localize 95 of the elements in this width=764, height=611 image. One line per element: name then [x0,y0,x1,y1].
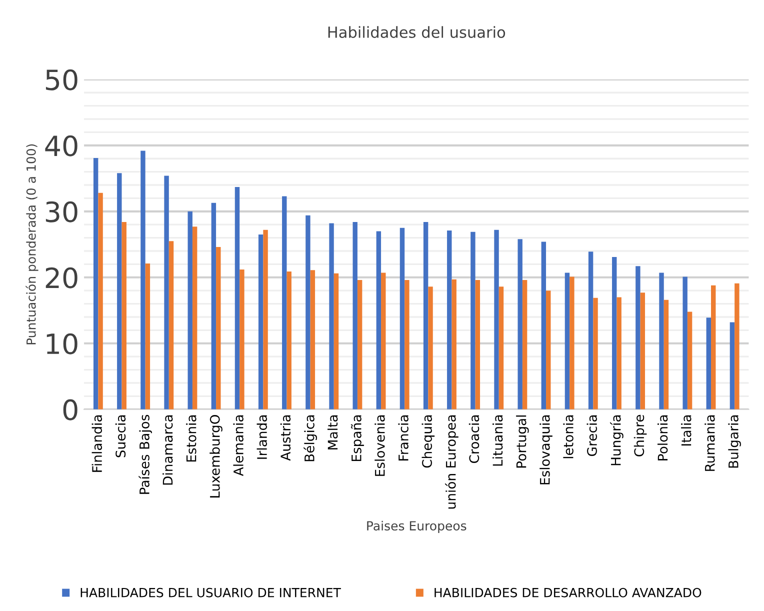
bar [98,192,103,410]
legend-label: HABILIDADES DE DESARROLLO AVANZADO [434,588,702,598]
bar [306,215,310,410]
bar [498,286,504,410]
bar [381,272,386,410]
legend-label: HABILIDADES DEL USUARIO DE INTERNET [80,588,341,598]
bar [93,158,98,410]
bar [404,280,410,410]
bar [428,286,433,410]
x-tick-label: Chequia [422,415,435,468]
bar [258,234,264,410]
y-tick-label: 50 [46,69,78,90]
bar [616,297,622,410]
bar [452,279,456,410]
x-tick-label: Francia [398,415,408,460]
x-tick-label: unión Europea [445,415,458,509]
x-tick-label: Hungría [610,415,624,466]
bar [518,239,522,410]
x-tick-label: letonia [563,415,574,458]
bar [423,222,428,410]
y-tick-label: 40 [45,135,78,156]
x-tick-label: Bélgica [304,415,317,462]
bar [546,290,551,410]
bar [659,272,664,410]
bar [263,230,268,410]
bar [447,230,452,410]
bar [282,196,287,410]
x-tick-label: Austria [280,415,291,461]
bar [188,211,192,410]
bar [734,283,740,410]
y-tick-label: 30 [46,201,78,222]
x-tick-label: Italia [681,415,692,446]
bar [706,318,712,410]
bar [164,176,169,410]
bar [168,241,174,410]
bar [588,252,594,410]
y-axis-title: Puntuación ponderada (0 a 100) [26,144,38,344]
bar [329,223,334,410]
x-tick-label: Lituania [492,415,503,466]
bar [494,230,499,410]
x-tick-label: Países Bajos [138,414,152,494]
x-tick-label: Portugal [516,415,529,468]
bar [211,202,216,410]
bar [240,269,244,410]
bar [117,173,122,410]
x-tick-label: Rumania [704,415,715,471]
x-tick-label: Dinamarca [162,415,173,485]
bar [664,300,669,410]
bar [636,266,640,410]
x-tick-label: Irlanda [256,415,267,459]
bar [711,285,716,410]
bar [593,298,598,410]
bar [376,231,382,410]
x-tick-label: Polonia [657,415,668,460]
bar [310,270,316,410]
x-tick-label: Alemania [233,415,244,476]
x-axis-title: Paises Europeos [367,520,466,533]
x-tick-label: Estonia [186,415,196,462]
bar [522,280,528,410]
bar [682,276,688,410]
x-tick-label: Finlandia [92,415,102,472]
x-tick-label: Bulgaria [728,415,741,468]
bar [140,150,146,410]
bar [216,247,221,410]
bar [687,312,692,410]
bar [122,222,126,410]
bar [334,273,339,410]
bar [357,280,362,410]
bar [145,264,150,410]
bar [541,242,546,410]
bar [470,232,476,410]
y-tick-label: 0 [63,399,78,420]
x-tick-label: Croacia [468,415,480,463]
x-tick-label: Eslovenia [374,415,385,476]
bar [564,272,570,410]
x-tick-label: Malta [328,415,338,450]
bar [234,186,240,410]
bar [352,222,358,410]
bar [612,256,617,410]
x-tick-label: Grecia [586,415,597,456]
x-tick-label: España [350,415,364,462]
chart-title: Habilidades del usuario [328,26,506,38]
x-tick-label: LuxemburgO [210,414,222,498]
bar [400,228,405,410]
x-tick-label: Suecia [115,415,126,458]
bar [640,292,646,410]
x-tick-label: Chipre [634,414,647,456]
bar [570,276,574,410]
bar [475,280,480,410]
bar [730,322,735,410]
x-tick-label: Eslovaquia [540,415,552,484]
bar [286,271,292,410]
y-tick-label: 20 [46,267,78,288]
bar [192,226,198,410]
y-tick-label: 10 [46,333,78,354]
